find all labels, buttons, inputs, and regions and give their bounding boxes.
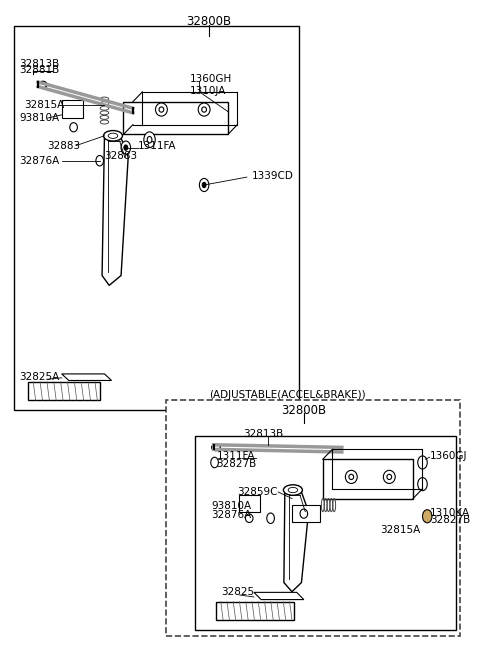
Bar	[239, 495, 260, 512]
Text: 32827B: 32827B	[430, 514, 470, 525]
Text: 32825A: 32825A	[19, 372, 59, 382]
Polygon shape	[254, 592, 304, 600]
Text: 1310JA: 1310JA	[190, 85, 226, 96]
Circle shape	[267, 513, 275, 523]
Circle shape	[147, 136, 152, 143]
Circle shape	[202, 182, 206, 188]
Text: 32813B: 32813B	[19, 59, 59, 70]
Ellipse shape	[384, 470, 395, 483]
Polygon shape	[62, 374, 111, 380]
Polygon shape	[123, 102, 228, 134]
Text: 32813B: 32813B	[243, 429, 284, 440]
Text: 93810A: 93810A	[211, 501, 252, 512]
Ellipse shape	[283, 485, 302, 495]
Text: 32876A: 32876A	[211, 510, 252, 520]
Bar	[292, 505, 321, 522]
Text: 32815A: 32815A	[380, 525, 420, 535]
Circle shape	[121, 141, 131, 154]
Text: 32825: 32825	[221, 587, 254, 598]
Ellipse shape	[70, 123, 77, 132]
Text: 1360GJ: 1360GJ	[430, 451, 468, 461]
Polygon shape	[284, 492, 309, 592]
Text: 32800B: 32800B	[281, 403, 326, 417]
Text: 1311FA: 1311FA	[138, 140, 176, 151]
Text: 93810A: 93810A	[19, 113, 59, 123]
Text: (ADJUSTABLE(ACCEL&BRAKE)): (ADJUSTABLE(ACCEL&BRAKE))	[209, 390, 365, 400]
Ellipse shape	[349, 474, 354, 480]
FancyBboxPatch shape	[14, 26, 299, 410]
Circle shape	[124, 145, 128, 150]
Text: 32883: 32883	[48, 140, 81, 151]
Ellipse shape	[156, 103, 168, 116]
Ellipse shape	[104, 131, 122, 141]
Text: 32859C: 32859C	[237, 487, 278, 497]
Text: 32800B: 32800B	[186, 15, 231, 28]
Text: 1360GH: 1360GH	[190, 73, 232, 84]
Text: 32827B: 32827B	[216, 459, 257, 469]
Ellipse shape	[159, 107, 164, 112]
Ellipse shape	[108, 133, 118, 138]
Ellipse shape	[245, 514, 253, 522]
Ellipse shape	[202, 107, 206, 112]
Text: 1339CD: 1339CD	[252, 171, 293, 181]
Circle shape	[422, 510, 432, 523]
Polygon shape	[216, 602, 294, 620]
Text: 32815A: 32815A	[24, 100, 64, 110]
Circle shape	[418, 478, 427, 491]
Polygon shape	[28, 382, 100, 400]
Text: 32876A: 32876A	[19, 155, 59, 166]
Text: 32881B: 32881B	[19, 65, 59, 75]
FancyBboxPatch shape	[194, 436, 456, 630]
FancyBboxPatch shape	[166, 400, 460, 636]
Text: 1310KA: 1310KA	[430, 508, 470, 518]
Ellipse shape	[288, 487, 298, 493]
Text: 32883: 32883	[105, 151, 138, 161]
Circle shape	[211, 457, 218, 468]
Ellipse shape	[300, 509, 308, 518]
Ellipse shape	[212, 444, 220, 451]
Text: 1311FA: 1311FA	[216, 451, 255, 461]
Ellipse shape	[345, 470, 357, 483]
Circle shape	[144, 132, 155, 148]
Polygon shape	[102, 138, 128, 285]
Ellipse shape	[38, 81, 47, 88]
Polygon shape	[323, 459, 413, 499]
Circle shape	[418, 456, 427, 469]
Bar	[62, 100, 83, 118]
Circle shape	[96, 155, 104, 166]
Ellipse shape	[198, 103, 210, 116]
Ellipse shape	[387, 474, 392, 480]
Circle shape	[199, 178, 209, 192]
